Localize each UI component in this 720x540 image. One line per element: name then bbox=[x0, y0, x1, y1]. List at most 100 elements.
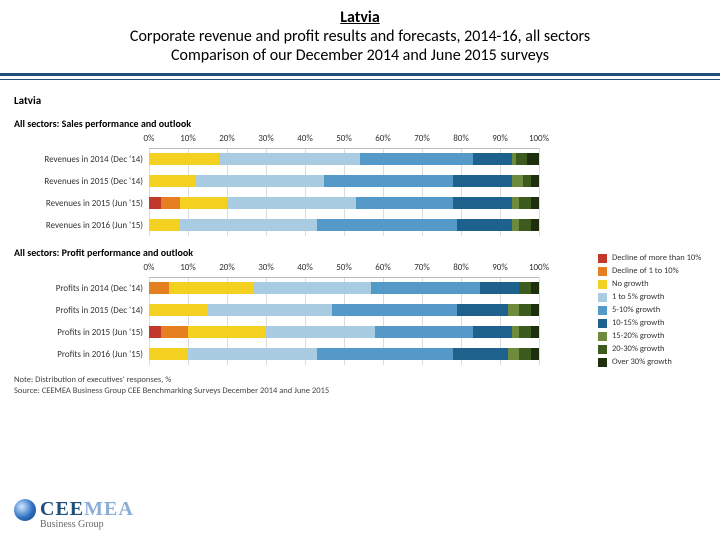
stacked-bar bbox=[149, 175, 539, 187]
bar-segment bbox=[512, 175, 524, 187]
bar-row-label: Profits in 2016 (Jun '15) bbox=[14, 343, 149, 365]
section1-title: All sectors: Sales performance and outlo… bbox=[14, 117, 706, 130]
legend-swatch bbox=[598, 306, 607, 315]
bar-segment bbox=[149, 197, 161, 209]
bar-segment bbox=[453, 175, 512, 187]
bar-segment bbox=[180, 219, 317, 231]
bar-segment bbox=[457, 304, 508, 316]
bar-segment bbox=[453, 197, 512, 209]
chart2-plot: 0%10%20%30%40%50%60%70%80%90%100% bbox=[149, 261, 539, 365]
legend-label: 20-30% growth bbox=[612, 344, 665, 354]
bar-segment bbox=[519, 282, 531, 294]
legend-item: Over 30% growth bbox=[598, 357, 708, 367]
axis-tick: 60% bbox=[375, 262, 391, 273]
bar-segment bbox=[161, 197, 181, 209]
axis-tick: 20% bbox=[219, 262, 235, 273]
legend-label: 1 to 5% growth bbox=[612, 292, 664, 302]
legend-swatch bbox=[598, 332, 607, 341]
legend-label: Over 30% growth bbox=[612, 357, 672, 367]
axis-tick: 40% bbox=[297, 133, 313, 144]
legend-swatch bbox=[598, 319, 607, 328]
legend-label: 10-15% growth bbox=[612, 318, 665, 328]
bar-row bbox=[149, 277, 539, 299]
bar-segment bbox=[531, 304, 539, 316]
bar-segment bbox=[169, 282, 255, 294]
bar-segment bbox=[531, 219, 539, 231]
note-line: Note: Distribution of executives' respon… bbox=[14, 375, 706, 385]
bar-segment bbox=[371, 282, 480, 294]
footnotes: Note: Distribution of executives' respon… bbox=[14, 375, 706, 396]
bar-segment bbox=[531, 326, 539, 338]
bar-segment bbox=[149, 282, 169, 294]
bar-row bbox=[149, 299, 539, 321]
bar-segment bbox=[457, 219, 512, 231]
stacked-bar bbox=[149, 153, 539, 165]
axis-tick: 10% bbox=[180, 262, 196, 273]
bar-segment bbox=[360, 153, 473, 165]
title-line2: Corporate revenue and profit results and… bbox=[40, 27, 680, 46]
legend: Decline of more than 10% Decline of 1 to … bbox=[598, 250, 708, 370]
bar-segment bbox=[149, 175, 196, 187]
bar-segment bbox=[531, 197, 539, 209]
bar-segment bbox=[161, 326, 188, 338]
logo-brand-bold: CEE bbox=[40, 498, 84, 520]
legend-item: 15-20% growth bbox=[598, 331, 708, 341]
bar-segment bbox=[531, 175, 539, 187]
bar-segment bbox=[188, 326, 266, 338]
legend-label: Decline of 1 to 10% bbox=[612, 266, 679, 276]
bar-row bbox=[149, 148, 539, 170]
bar-segment bbox=[149, 326, 161, 338]
axis-tick: 90% bbox=[492, 262, 508, 273]
stacked-bar bbox=[149, 197, 539, 209]
country-label: Latvia bbox=[14, 94, 706, 107]
bar-segment bbox=[149, 348, 188, 360]
bar-segment bbox=[149, 153, 219, 165]
stacked-bar bbox=[149, 348, 539, 360]
stacked-bar bbox=[149, 304, 539, 316]
axis-tick: 70% bbox=[414, 133, 430, 144]
bar-segment bbox=[519, 348, 531, 360]
legend-item: Decline of more than 10% bbox=[598, 253, 708, 263]
legend-swatch bbox=[598, 254, 607, 263]
legend-swatch bbox=[598, 293, 607, 302]
logo-globe-icon bbox=[14, 499, 36, 521]
bar-segment bbox=[254, 282, 371, 294]
logo-text: CEEMEA bbox=[40, 498, 134, 521]
bar-segment bbox=[519, 197, 531, 209]
legend-swatch bbox=[598, 280, 607, 289]
axis-tick: 60% bbox=[375, 133, 391, 144]
legend-item: Decline of 1 to 10% bbox=[598, 266, 708, 276]
legend-label: 15-20% growth bbox=[612, 331, 665, 341]
title-line3: Comparison of our December 2014 and June… bbox=[40, 46, 680, 65]
bar-row-label: Profits in 2015 (Jun '15) bbox=[14, 321, 149, 343]
logo-subtitle: Business Group bbox=[40, 519, 104, 530]
ceemea-logo: CEEMEA Business Group bbox=[14, 498, 134, 530]
axis-tick: 80% bbox=[453, 262, 469, 273]
logo-brand-light: MEA bbox=[84, 498, 134, 520]
bar-segment bbox=[508, 304, 520, 316]
bar-segment bbox=[149, 219, 180, 231]
bar-segment bbox=[208, 304, 333, 316]
bar-segment bbox=[180, 197, 227, 209]
title-block: Latvia Corporate revenue and profit resu… bbox=[0, 0, 720, 69]
axis-tick: 0% bbox=[144, 262, 155, 273]
bar-segment bbox=[453, 348, 508, 360]
bar-segment bbox=[188, 348, 317, 360]
chart1-plot: 0%10%20%30%40%50%60%70%80%90%100% bbox=[149, 132, 539, 236]
bar-segment bbox=[523, 175, 531, 187]
axis-tick: 40% bbox=[297, 262, 313, 273]
axis-tick: 20% bbox=[219, 133, 235, 144]
bar-segment bbox=[519, 304, 531, 316]
bar-row-label: Revenues in 2015 (Dec '14) bbox=[14, 170, 149, 192]
bar-segment bbox=[227, 197, 356, 209]
bar-segment bbox=[219, 153, 359, 165]
bar-row-label: Revenues in 2015 (Jun '15) bbox=[14, 192, 149, 214]
bar-segment bbox=[196, 175, 325, 187]
bar-row-label: Profits in 2014 (Dec '14) bbox=[14, 277, 149, 299]
bar-row bbox=[149, 343, 539, 365]
bar-segment bbox=[512, 326, 520, 338]
legend-label: 5-10% growth bbox=[612, 305, 660, 315]
axis-tick: 10% bbox=[180, 133, 196, 144]
title-line1: Latvia bbox=[40, 8, 680, 27]
bar-segment bbox=[266, 326, 375, 338]
